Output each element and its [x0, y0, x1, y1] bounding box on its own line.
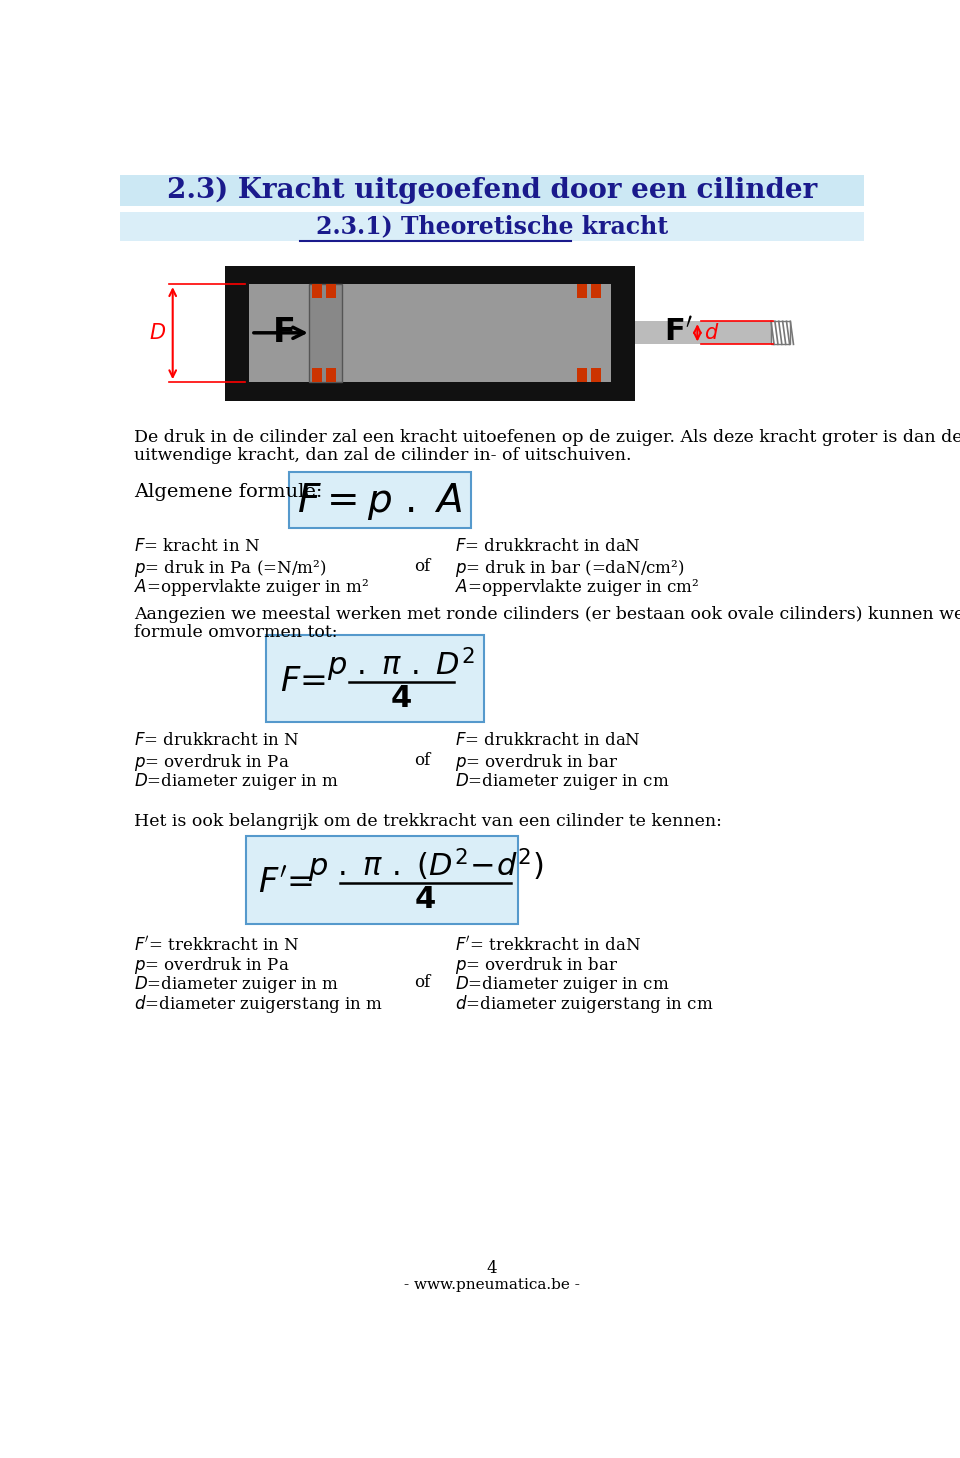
Text: $\mathit{d}$=diameter zuigerstang in cm: $\mathit{d}$=diameter zuigerstang in cm: [455, 993, 713, 1015]
Text: $\mathit{F}$=: $\mathit{F}$=: [279, 665, 325, 698]
Text: Aangezien we meestal werken met ronde cilinders (er bestaan ook ovale cilinders): Aangezien we meestal werken met ronde ci…: [134, 607, 960, 623]
FancyBboxPatch shape: [225, 265, 636, 401]
FancyBboxPatch shape: [266, 636, 484, 722]
Text: 2.3.1) Theoretische kracht: 2.3.1) Theoretische kracht: [316, 214, 668, 239]
Text: $\mathit{d}$: $\mathit{d}$: [704, 322, 719, 343]
Text: uitwendige kracht, dan zal de cilinder in- of uitschuiven.: uitwendige kracht, dan zal de cilinder i…: [134, 446, 632, 464]
Text: $\mathit{D}$=diameter zuiger in m: $\mathit{D}$=diameter zuiger in m: [134, 974, 339, 996]
FancyBboxPatch shape: [309, 284, 342, 382]
Text: $\mathit{d}$=diameter zuigerstang in m: $\mathit{d}$=diameter zuigerstang in m: [134, 993, 383, 1015]
Text: $\mathbf{4}$: $\mathbf{4}$: [391, 684, 412, 713]
FancyBboxPatch shape: [591, 369, 601, 382]
Text: 4: 4: [487, 1260, 497, 1277]
FancyBboxPatch shape: [312, 369, 323, 382]
Text: $\mathit{D}$: $\mathit{D}$: [149, 324, 166, 343]
Text: $\mathit{p}$= overdruk in Pa: $\mathit{p}$= overdruk in Pa: [134, 752, 290, 773]
Text: of: of: [414, 557, 430, 574]
Text: Het is ook belangrijk om de trekkracht van een cilinder te kennen:: Het is ook belangrijk om de trekkracht v…: [134, 812, 722, 830]
FancyBboxPatch shape: [611, 265, 636, 401]
FancyBboxPatch shape: [225, 265, 250, 401]
Text: $\mathit{F'}$= trekkracht in N: $\mathit{F'}$= trekkracht in N: [134, 936, 300, 955]
Text: $\mathbf{4}$: $\mathbf{4}$: [415, 885, 436, 914]
Text: $\mathit{F}$= drukkracht in daN: $\mathit{F}$= drukkracht in daN: [455, 732, 640, 749]
FancyBboxPatch shape: [243, 284, 616, 382]
FancyBboxPatch shape: [120, 211, 864, 241]
Text: $\mathit{F'}$= trekkracht in daN: $\mathit{F'}$= trekkracht in daN: [455, 936, 640, 955]
FancyBboxPatch shape: [120, 175, 864, 206]
FancyBboxPatch shape: [591, 284, 601, 297]
FancyBboxPatch shape: [225, 382, 636, 401]
Text: $\mathit{F}$= drukkracht in daN: $\mathit{F}$= drukkracht in daN: [455, 538, 640, 555]
FancyBboxPatch shape: [577, 369, 588, 382]
Text: $\mathit{p}$= overdruk in Pa: $\mathit{p}$= overdruk in Pa: [134, 955, 290, 975]
Text: $\mathit{p\ .\ \pi\ .\ D^2}$: $\mathit{p\ .\ \pi\ .\ D^2}$: [327, 646, 475, 684]
Text: $\mathbf{F'}$: $\mathbf{F'}$: [663, 318, 692, 347]
FancyBboxPatch shape: [326, 369, 336, 382]
Text: 2.3) Kracht uitgeoefend door een cilinder: 2.3) Kracht uitgeoefend door een cilinde…: [167, 176, 817, 204]
FancyBboxPatch shape: [577, 284, 588, 297]
Text: $\mathit{F'}$=: $\mathit{F'}$=: [258, 866, 313, 900]
Text: $\mathit{p}$= druk in Pa (=N/m²): $\mathit{p}$= druk in Pa (=N/m²): [134, 557, 326, 579]
Text: $\mathit{F}$= kracht in N: $\mathit{F}$= kracht in N: [134, 538, 260, 555]
FancyBboxPatch shape: [246, 835, 518, 924]
Text: formule omvormen tot:: formule omvormen tot:: [134, 624, 338, 642]
Text: $\mathit{A}$=oppervlakte zuiger in cm²: $\mathit{A}$=oppervlakte zuiger in cm²: [455, 577, 699, 598]
Text: $\mathit{D}$=diameter zuiger in cm: $\mathit{D}$=diameter zuiger in cm: [455, 974, 669, 996]
FancyBboxPatch shape: [636, 321, 771, 344]
Text: $\mathit{F}$= drukkracht in N: $\mathit{F}$= drukkracht in N: [134, 732, 300, 749]
Text: of: of: [414, 974, 430, 991]
Text: Algemene formule:: Algemene formule:: [134, 483, 323, 502]
FancyBboxPatch shape: [326, 284, 336, 297]
Text: $\mathit{D}$=diameter zuiger in m: $\mathit{D}$=diameter zuiger in m: [134, 771, 339, 792]
Text: $\mathit{p}$= overdruk in bar: $\mathit{p}$= overdruk in bar: [455, 752, 618, 773]
Text: $\mathit{p\ .\ \pi\ .\ (D^2\!-\!d^2)}$: $\mathit{p\ .\ \pi\ .\ (D^2\!-\!d^2)}$: [307, 847, 543, 885]
Text: $\boldsymbol{\mathit{F = p\ .\ A}}$: $\boldsymbol{\mathit{F = p\ .\ A}}$: [297, 481, 463, 522]
Text: $\mathit{D}$=diameter zuiger in cm: $\mathit{D}$=diameter zuiger in cm: [455, 771, 669, 792]
FancyBboxPatch shape: [289, 472, 471, 528]
FancyBboxPatch shape: [225, 265, 636, 284]
Text: De druk in de cilinder zal een kracht uitoefenen op de zuiger. Als deze kracht g: De druk in de cilinder zal een kracht ui…: [134, 429, 960, 446]
Text: $\mathit{p}$= druk in bar (=daN/cm²): $\mathit{p}$= druk in bar (=daN/cm²): [455, 557, 684, 579]
Text: $\mathit{p}$= overdruk in bar: $\mathit{p}$= overdruk in bar: [455, 955, 618, 975]
Text: of: of: [414, 752, 430, 768]
Text: $\mathbf{F}$: $\mathbf{F}$: [272, 315, 294, 348]
Text: $\mathit{A}$=oppervlakte zuiger in m²: $\mathit{A}$=oppervlakte zuiger in m²: [134, 577, 369, 598]
Text: - www.pneumatica.be -: - www.pneumatica.be -: [404, 1279, 580, 1292]
FancyBboxPatch shape: [312, 284, 323, 297]
